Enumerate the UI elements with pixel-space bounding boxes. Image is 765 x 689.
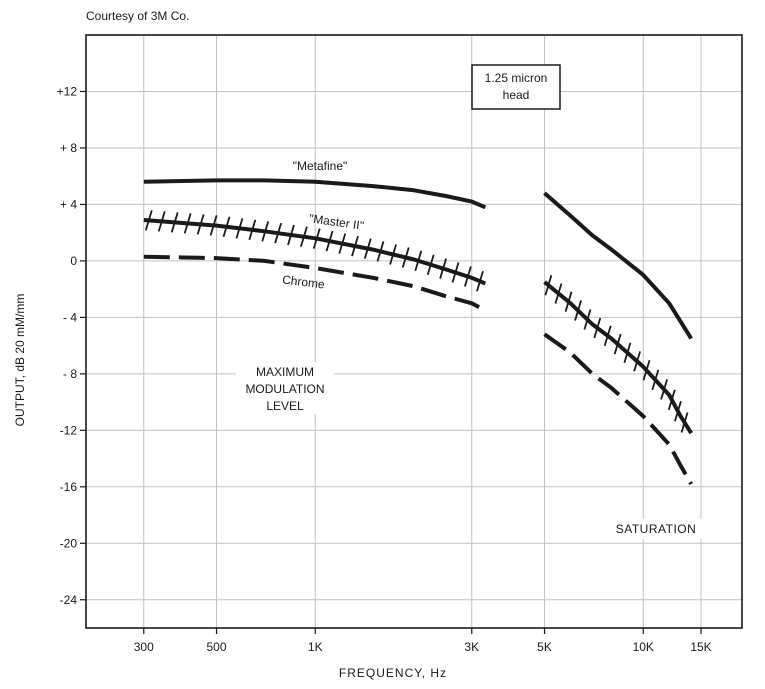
hatch-mark-2 — [414, 250, 423, 272]
credit-text: Courtesy of 3M Co. — [86, 9, 190, 23]
y-tick-label: - 4 — [63, 310, 77, 324]
hatch-mark-5 — [623, 342, 632, 363]
x-tick-label: 15K — [690, 640, 711, 654]
hatch-mark-5 — [633, 351, 641, 372]
hatch-mark-5 — [544, 275, 553, 296]
saturation-backdrop — [598, 519, 714, 539]
x-tick-label: 3K — [464, 640, 479, 654]
max-mod-line-2: MODULATION — [245, 382, 324, 396]
grid — [86, 35, 742, 628]
hatch-mark-5 — [674, 400, 682, 422]
hatch-mark-2 — [183, 213, 192, 234]
hatch-mark-5 — [574, 300, 582, 321]
hatch-mark-5 — [660, 379, 668, 400]
head-box — [471, 64, 561, 110]
hatch-mark-2 — [464, 266, 472, 287]
hatch-mark-2 — [274, 222, 282, 244]
hatch-mark-2 — [300, 226, 308, 247]
hatch-mark-2 — [196, 214, 205, 235]
series-line-3 — [143, 254, 487, 313]
hatch-mark-2 — [401, 247, 410, 268]
x-axis-label: FREQUENCY, Hz — [339, 666, 447, 680]
y-tick-label: -16 — [60, 480, 78, 494]
hatch-mark-2 — [261, 221, 270, 242]
hatch-mark-2 — [476, 270, 484, 292]
max-mod-backdrop — [236, 362, 334, 414]
x-tick-label: 500 — [207, 640, 227, 654]
hatch-mark-5 — [593, 317, 602, 339]
hatch-mark-2 — [235, 218, 244, 239]
hatch-mark-2 — [376, 241, 385, 262]
series-line-4 — [543, 191, 693, 340]
hatch-mark-5 — [651, 369, 660, 391]
hatch-mark-5 — [613, 333, 622, 355]
x-tick-label: 5K — [537, 640, 552, 654]
hatch-mark-2 — [248, 219, 257, 241]
head-box-line-1: 1.25 micron — [485, 71, 548, 85]
hatch-mark-2 — [439, 258, 447, 279]
y-tick-label: 0 — [70, 254, 77, 268]
hatch-mark-2 — [389, 244, 397, 265]
y-tick-label: + 8 — [60, 141, 77, 155]
series-line-1 — [143, 178, 487, 210]
hatch-mark-5 — [554, 283, 563, 304]
hatch-mark-2 — [351, 235, 359, 257]
hatch-mark-2 — [287, 224, 295, 246]
series-line-2 — [143, 218, 487, 286]
hatch-mark-5 — [642, 360, 651, 381]
hatch-mark-2 — [451, 262, 460, 283]
series-label-chrome: Chrome — [281, 272, 325, 291]
y-tick-label: +12 — [57, 84, 78, 98]
hatch-mark-2 — [157, 211, 166, 232]
plot-frame — [85, 34, 743, 629]
hatch-mark-5 — [564, 291, 573, 312]
hatch-mark-2 — [338, 233, 347, 254]
hatch-mark-5 — [680, 412, 689, 433]
hatch-mark-5 — [603, 325, 612, 347]
series-label-metafine: "Metafine" — [293, 159, 348, 173]
y-tick-label: -24 — [60, 593, 78, 607]
y-tick-label: -20 — [60, 536, 78, 550]
saturation-label: SATURATION — [616, 522, 697, 536]
hatch-mark-2 — [170, 212, 179, 233]
hatch-mark-2 — [312, 228, 321, 249]
y-tick-label: -12 — [60, 423, 78, 437]
y-axis-label: OUTPUT, dB 20 mM/mm — [13, 294, 27, 427]
y-tick-label: - 8 — [63, 367, 77, 381]
series-label-master-ii: "Master II" — [308, 211, 365, 233]
hatch-mark-2 — [325, 230, 334, 252]
hatch-mark-2 — [363, 238, 372, 259]
y-tick-label: + 4 — [60, 197, 77, 211]
x-tick-label: 300 — [134, 640, 154, 654]
series-line-6 — [543, 332, 693, 485]
hatch-mark-2 — [426, 254, 435, 275]
max-mod-line-1: MAXIMUM — [256, 365, 314, 379]
hatch-mark-2 — [144, 210, 153, 231]
hatch-mark-2 — [209, 215, 218, 236]
x-tick-label: 1K — [308, 640, 323, 654]
hatch-mark-5 — [667, 389, 676, 411]
head-box-line-2: head — [503, 88, 530, 102]
hatch-mark-2 — [222, 216, 231, 238]
hatch-mark-5 — [583, 309, 592, 330]
max-mod-line-3: LEVEL — [266, 399, 304, 413]
x-tick-label: 10K — [633, 640, 654, 654]
